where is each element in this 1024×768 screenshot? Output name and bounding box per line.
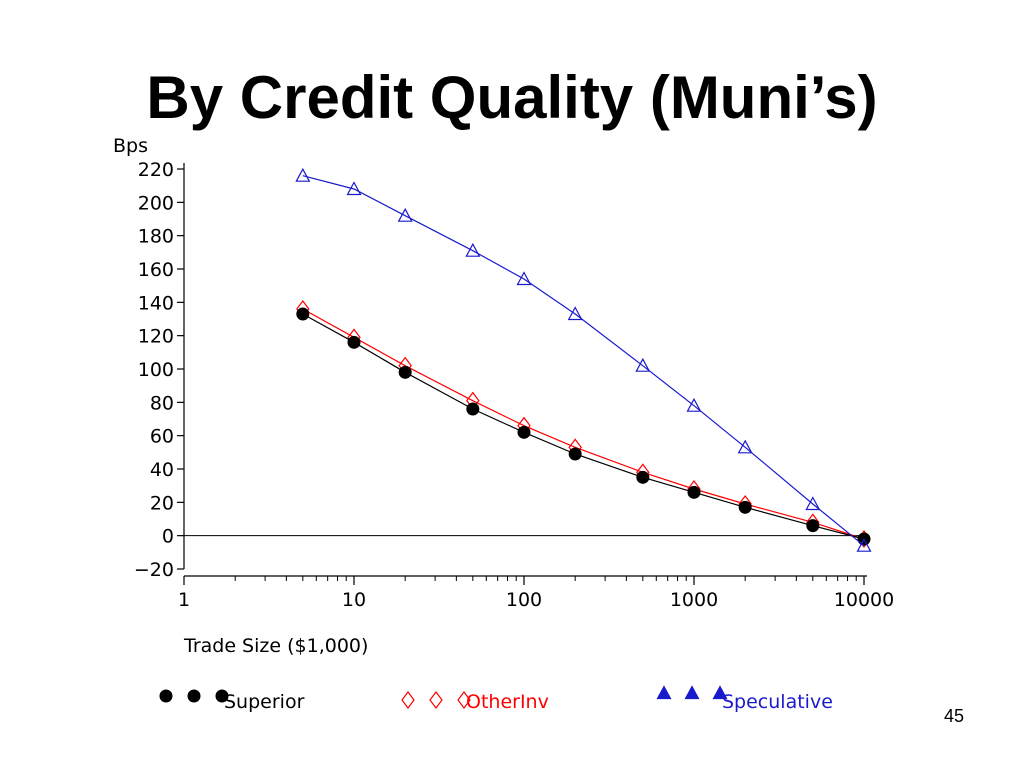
data-point-speculative	[635, 357, 651, 372]
data-point-speculative	[346, 181, 362, 196]
legend-marker-superior	[187, 689, 201, 703]
series-superior	[296, 307, 871, 546]
data-point-superior	[398, 365, 412, 379]
data-point-superior	[347, 335, 361, 349]
series-otherinv	[296, 300, 871, 548]
x-tick-label: 10000	[834, 589, 894, 611]
y-tick-label: −20	[134, 559, 174, 581]
legend-label-superior: Superior	[224, 691, 305, 713]
y-tick-label: 120	[138, 326, 174, 348]
series-line-superior	[302, 313, 865, 540]
data-point-speculative	[737, 439, 753, 454]
legend-entry-otherinv: OtherInv	[401, 691, 549, 713]
data-point-speculative	[805, 496, 821, 511]
legend-entry-superior: Superior	[159, 689, 305, 713]
x-tick-label: 10	[342, 589, 366, 611]
y-tick-label: 80	[150, 392, 174, 414]
data-point-speculative	[856, 537, 872, 552]
data-point-speculative	[516, 271, 532, 286]
data-point-speculative	[465, 242, 481, 257]
series-line-speculative	[302, 175, 865, 547]
legend-marker-speculative	[712, 685, 728, 700]
data-point-superior	[296, 307, 310, 321]
data-point-superior	[687, 485, 701, 499]
data-point-superior	[568, 447, 582, 461]
chart-legend: Superior OtherInv Speculative	[159, 685, 833, 713]
legend-marker-otherinv	[457, 691, 471, 709]
slide-number: 45	[943, 706, 964, 726]
data-point-speculative	[295, 167, 311, 182]
data-point-speculative	[686, 397, 702, 412]
chart-axes: −20 0 20 40 60 80 100 120 140 160 180 200 220 1 10 100 1…	[134, 159, 894, 611]
x-tick-label: 100	[506, 589, 542, 611]
y-tick-label: 0	[162, 526, 174, 548]
data-point-superior	[806, 519, 820, 533]
x-tick-label: 1000	[670, 589, 718, 611]
y-tick-label: 20	[150, 492, 174, 514]
legend-marker-otherinv	[401, 691, 415, 709]
y-tick-label: 220	[138, 159, 174, 181]
data-point-superior	[517, 425, 531, 439]
legend-marker-superior	[159, 689, 173, 703]
legend-marker-superior	[215, 689, 229, 703]
slide-title: By Credit Quality (Muni’s)	[146, 64, 878, 131]
x-tick-label: 1	[178, 589, 190, 611]
series-speculative	[295, 167, 872, 552]
x-axis-label: Trade Size ($1,000)	[183, 635, 368, 657]
data-point-speculative	[397, 207, 413, 222]
y-tick-label: 180	[138, 226, 174, 248]
y-tick-label: 200	[138, 192, 174, 214]
legend-marker-otherinv	[429, 691, 443, 709]
series-layer	[295, 167, 872, 552]
data-point-superior	[466, 402, 480, 416]
y-tick-label: 100	[138, 359, 174, 381]
legend-marker-speculative	[684, 685, 700, 700]
y-tick-label: 60	[150, 426, 174, 448]
data-point-speculative	[567, 306, 583, 321]
y-axis-label: Bps	[113, 135, 148, 157]
legend-marker-speculative	[656, 685, 672, 700]
data-point-superior	[738, 500, 752, 514]
y-tick-label: 140	[138, 292, 174, 314]
legend-label-speculative: Speculative	[722, 691, 833, 713]
legend-label-otherinv: OtherInv	[466, 691, 549, 713]
legend-entry-speculative: Speculative	[656, 685, 833, 713]
y-tick-label: 160	[138, 259, 174, 281]
series-line-otherinv	[302, 308, 865, 540]
y-tick-label: 40	[150, 459, 174, 481]
data-point-superior	[636, 470, 650, 484]
